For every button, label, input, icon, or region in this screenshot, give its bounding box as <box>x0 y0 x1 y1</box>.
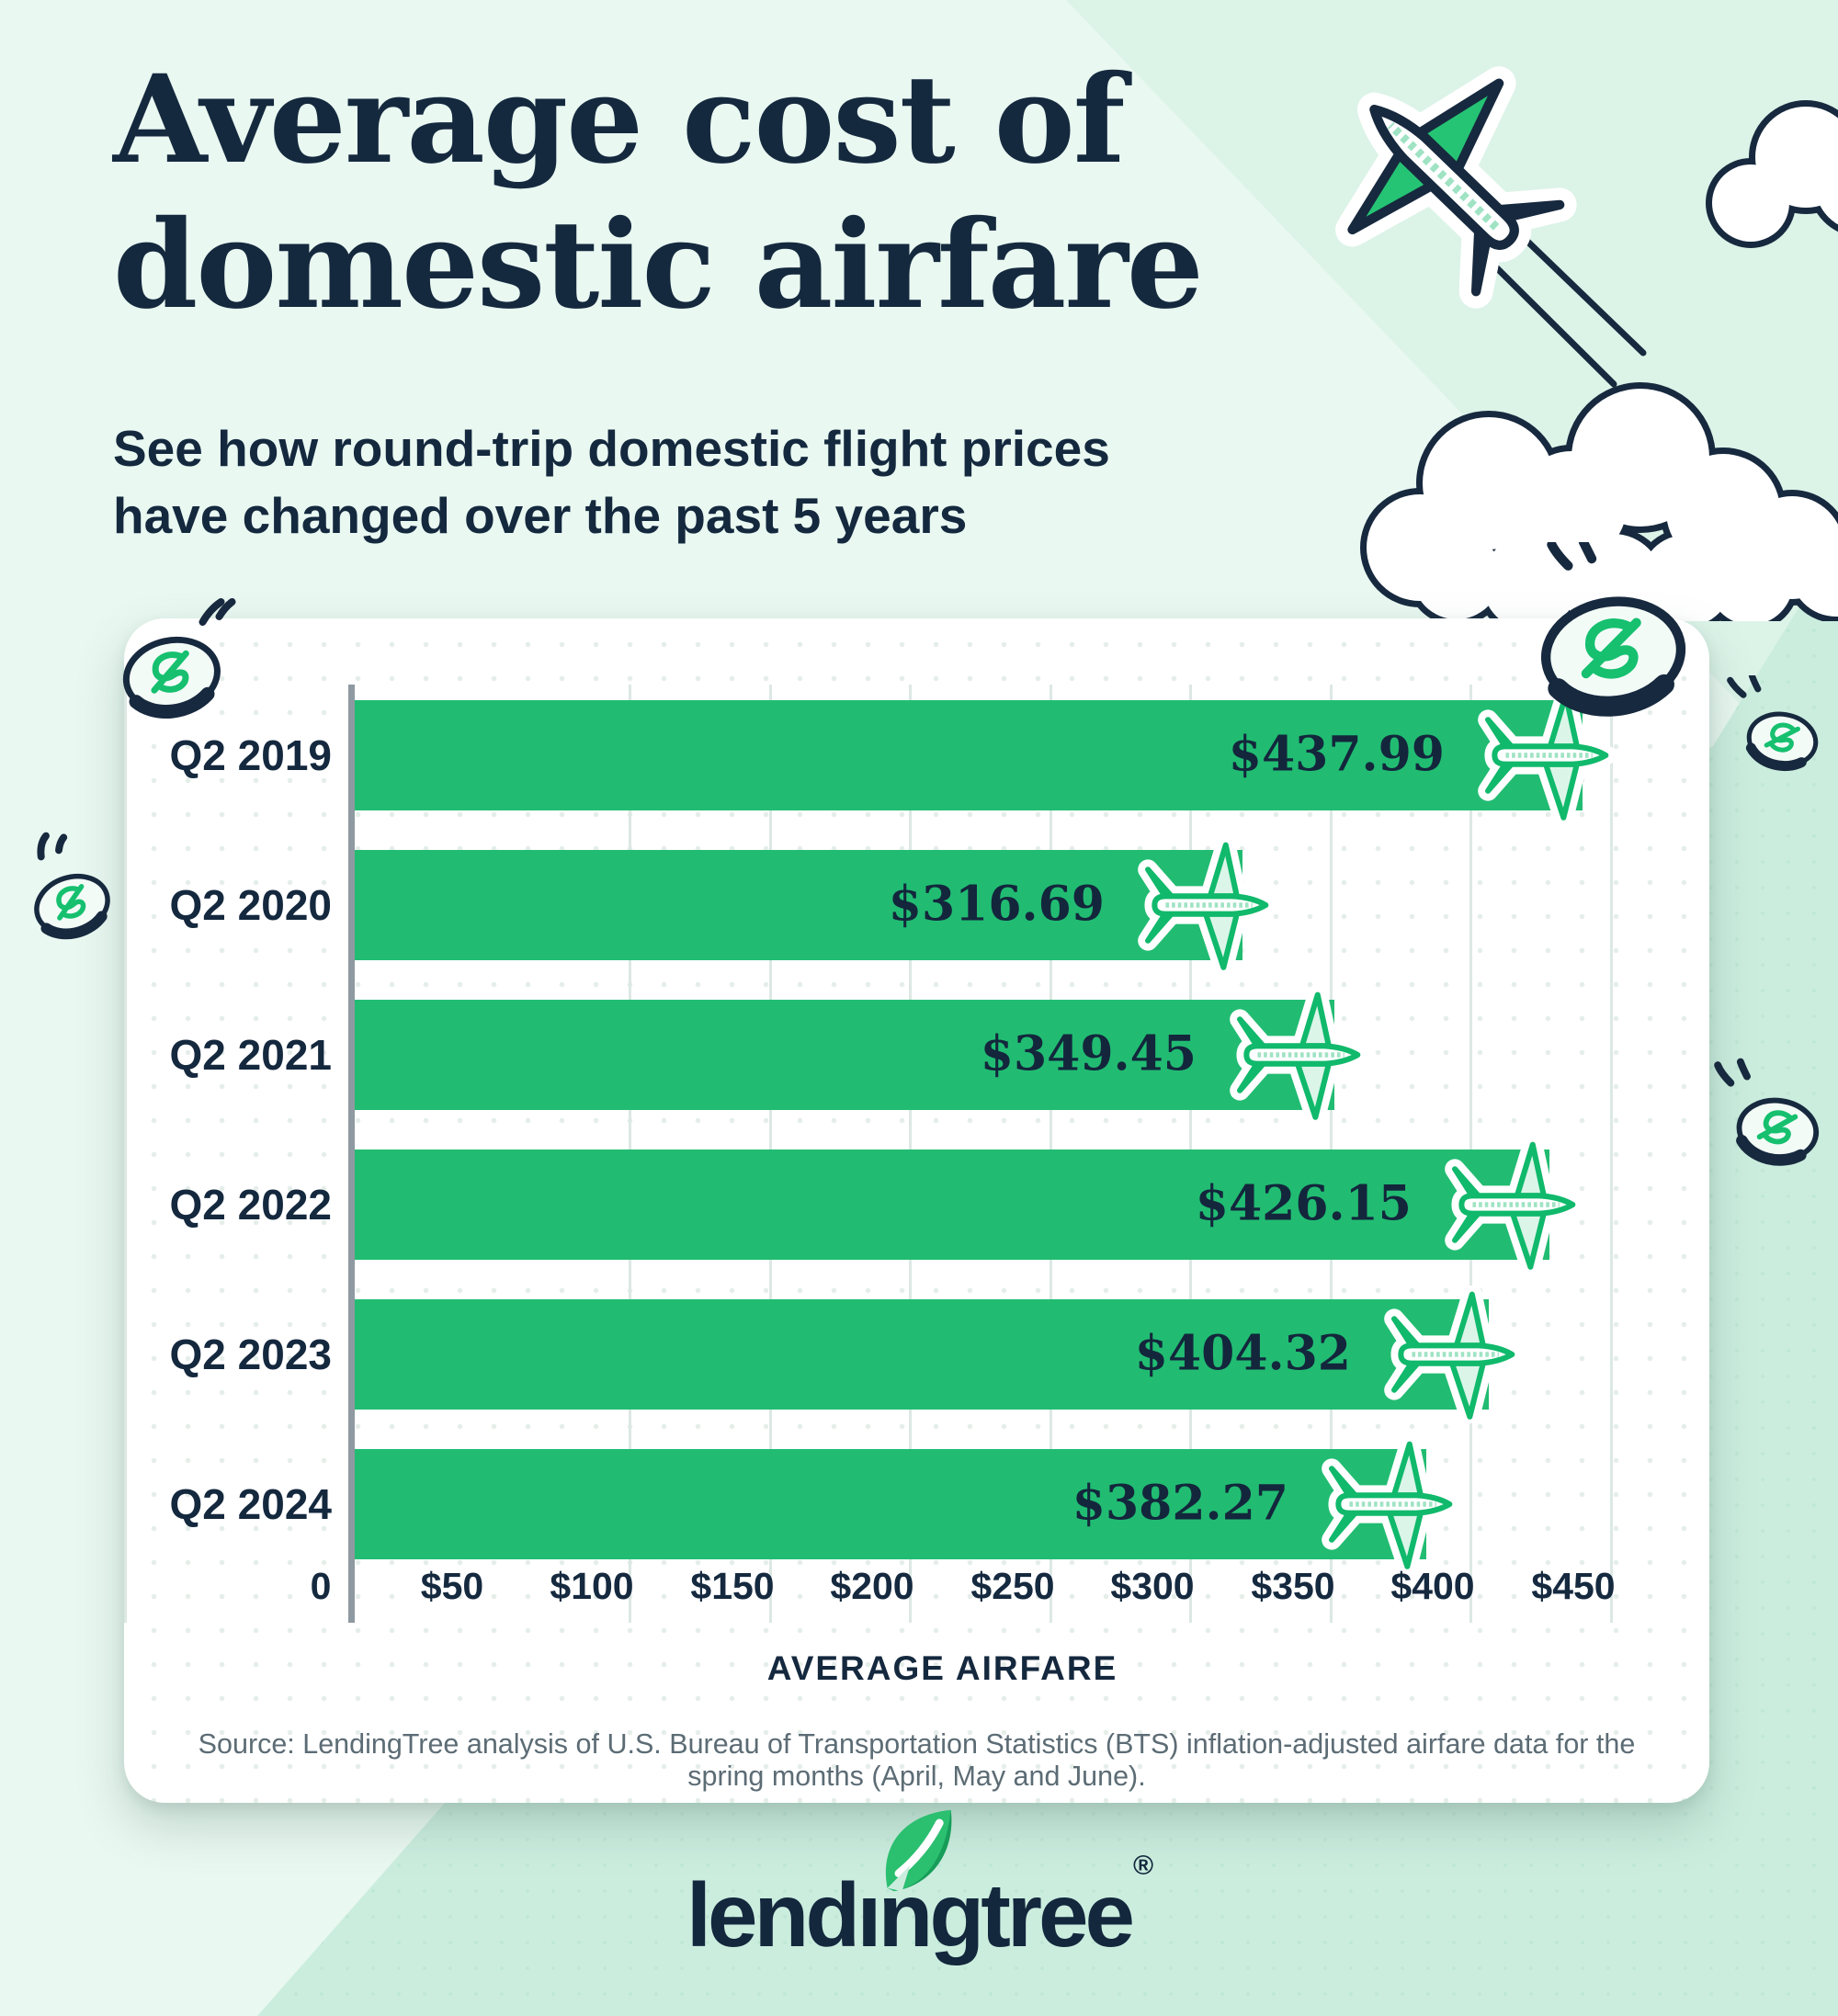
category-label: Q2 2020 <box>169 881 332 929</box>
coin-icon <box>101 598 236 735</box>
bar-q2-2021: $349.45 <box>355 1000 1334 1110</box>
x-tick: $200 <box>830 1565 914 1607</box>
bar-value-label: $437.99 <box>1228 726 1445 783</box>
category-label: Q2 2021 <box>169 1031 332 1079</box>
gridline <box>124 685 127 1623</box>
bar-value-label: $349.45 <box>980 1025 1197 1082</box>
source-note: Source: LendingTree analysis of U.S. Bur… <box>198 1728 1636 1792</box>
category-label: Q2 2024 <box>169 1480 332 1528</box>
x-tick: $250 <box>970 1565 1055 1607</box>
x-tick: $400 <box>1390 1565 1475 1607</box>
plane-icon <box>1383 1285 1521 1423</box>
x-tick: $50 <box>420 1565 484 1607</box>
x-axis-title: AVERAGE AIRFARE <box>766 1649 1118 1687</box>
bar-value-label: $426.15 <box>1195 1175 1412 1232</box>
x-tick: $100 <box>550 1565 634 1607</box>
subtitle-line-1: See how round-trip domestic flight price… <box>113 420 1110 477</box>
page-title: Average cost of domestic airfare <box>113 48 1204 339</box>
bar-value-label: $382.27 <box>1072 1475 1288 1532</box>
x-tick: 0 <box>310 1565 332 1607</box>
logo-text: lendıngtree <box>686 1864 1135 1965</box>
chart-panel: Q2 2019 Q2 2020 Q2 2021 Q2 2022 Q2 2023 … <box>124 618 1709 1803</box>
category-label: Q2 2023 <box>169 1331 332 1378</box>
page-subtitle: See how round-trip domestic flight price… <box>113 415 1110 549</box>
category-label: Q2 2022 <box>169 1181 332 1229</box>
plane-icon <box>1137 836 1275 974</box>
x-tick: $150 <box>690 1565 775 1607</box>
footer: lendıngtree® <box>0 1809 1838 1967</box>
bar-q2-2023: $404.32 <box>355 1299 1489 1410</box>
leaf-icon <box>885 1809 952 1892</box>
subtitle-line-2: have changed over the past 5 years <box>113 487 968 545</box>
coin-icon <box>1714 1058 1838 1181</box>
x-tick: $300 <box>1110 1565 1195 1607</box>
bar-q2-2020: $316.69 <box>355 850 1242 960</box>
coin-icon <box>7 832 136 951</box>
gridline <box>1610 685 1613 1623</box>
title-line-2: domestic airfare <box>113 194 1204 337</box>
registered-mark: ® <box>1133 1851 1154 1882</box>
bar-q2-2019: $437.99 <box>355 700 1583 810</box>
bar-value-label: $316.69 <box>888 876 1105 933</box>
bar-q2-2022: $426.15 <box>355 1150 1549 1260</box>
bar-q2-2024: $382.27 <box>355 1449 1426 1559</box>
title-line-1: Average cost of <box>113 49 1126 191</box>
coin-icon <box>1727 675 1838 786</box>
plane-icon <box>1444 1136 1582 1274</box>
plane-icon <box>1229 986 1367 1124</box>
x-tick: $350 <box>1251 1565 1335 1607</box>
coin-icon <box>1516 542 1700 717</box>
contrail-lines <box>1483 227 1647 388</box>
category-label: Q2 2019 <box>169 731 332 779</box>
lendingtree-logo: lendıngtree® <box>686 1809 1153 1967</box>
x-tick: $450 <box>1531 1565 1616 1607</box>
hero-illustration <box>1213 33 1838 621</box>
y-axis-line <box>348 685 355 1623</box>
bar-value-label: $404.32 <box>1134 1325 1351 1382</box>
jet-icon <box>1303 34 1591 322</box>
plane-icon <box>1321 1435 1458 1573</box>
